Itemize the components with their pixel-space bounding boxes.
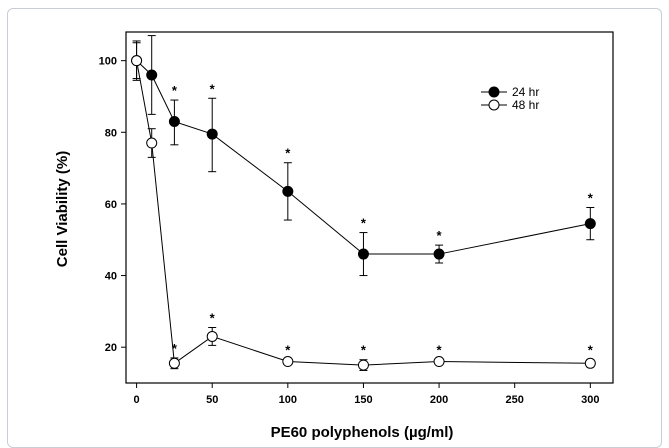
y-tick-label: 20 xyxy=(105,342,117,354)
series-24hr-line xyxy=(136,60,591,255)
significance-asterisk: * xyxy=(361,216,367,231)
x-tick-label: 200 xyxy=(430,394,448,406)
series-24hr-point xyxy=(584,218,596,230)
significance-asterisk: * xyxy=(285,343,291,358)
legend-label: 48 hr xyxy=(512,98,539,112)
significance-asterisk: * xyxy=(210,310,216,325)
plot-area xyxy=(125,31,614,384)
series-48hr-line xyxy=(136,60,591,366)
series-24hr-point xyxy=(433,248,445,260)
series-48hr-point xyxy=(168,357,180,369)
significance-asterisk: * xyxy=(588,191,594,206)
y-tick-label: 100 xyxy=(99,56,117,68)
series-48hr-point xyxy=(131,55,143,67)
x-tick-label: 0 xyxy=(134,394,140,406)
x-tick-label: 50 xyxy=(206,394,218,406)
series-24hr-point xyxy=(282,185,294,197)
series-48hr-point xyxy=(146,137,158,149)
significance-asterisk: * xyxy=(285,146,291,161)
series-24hr-point xyxy=(357,248,369,260)
series-48hr-point xyxy=(282,356,294,368)
significance-asterisk: * xyxy=(437,228,443,243)
significance-asterisk: * xyxy=(172,83,178,98)
y-tick-label: 40 xyxy=(105,271,117,283)
series-48hr-point xyxy=(584,357,596,369)
series-24hr-point xyxy=(206,128,218,140)
x-axis-label: PE60 polyphenols (µg/ml) xyxy=(271,424,454,441)
significance-asterisk: * xyxy=(588,343,594,358)
legend-marker xyxy=(488,86,500,98)
significance-asterisk: * xyxy=(437,343,443,358)
y-tick-label: 60 xyxy=(105,199,117,211)
series-48hr-point xyxy=(433,356,445,368)
legend-marker xyxy=(488,99,500,111)
y-axis-label: Cell Viability (%) xyxy=(54,151,71,267)
x-tick-label: 300 xyxy=(581,394,599,406)
series-48hr-point xyxy=(357,359,369,371)
chart-frame xyxy=(7,8,662,448)
x-tick-label: 100 xyxy=(279,394,297,406)
series-24hr-point xyxy=(146,69,158,81)
series-48hr-point xyxy=(206,330,218,342)
significance-asterisk: * xyxy=(210,81,216,96)
x-tick-label: 150 xyxy=(354,394,372,406)
legend-label: 24 hr xyxy=(512,85,539,99)
significance-asterisk: * xyxy=(361,343,367,358)
x-tick-label: 250 xyxy=(506,394,524,406)
series-24hr-point xyxy=(168,116,180,128)
significance-asterisk: * xyxy=(172,341,178,356)
y-tick-label: 80 xyxy=(105,127,117,139)
